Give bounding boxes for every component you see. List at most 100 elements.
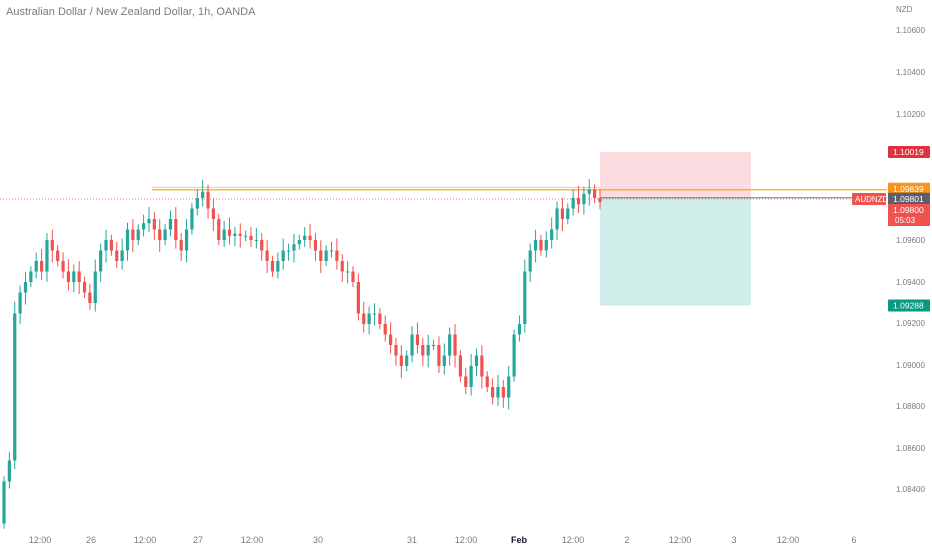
candle-body <box>335 250 339 261</box>
candle-body <box>163 229 167 240</box>
candle-body <box>383 324 387 335</box>
stop-loss-zone[interactable] <box>600 152 751 198</box>
candle-body <box>474 355 479 366</box>
candle-body <box>485 376 489 387</box>
candle-body <box>415 334 420 345</box>
candle-body <box>174 219 178 240</box>
candle-body <box>109 240 113 251</box>
price-label-bg <box>888 146 930 159</box>
candle-body <box>211 208 216 219</box>
countdown-text: 05:03 <box>895 216 916 225</box>
x-tick-label: 12:00 <box>241 535 264 545</box>
candle-body <box>270 261 275 272</box>
candle-body <box>227 229 232 236</box>
candle-body <box>158 229 162 240</box>
price-label-text: 1.09288 <box>893 301 924 311</box>
candle-body <box>399 355 403 366</box>
candle-body <box>362 313 366 324</box>
candle-body <box>265 250 269 261</box>
candle-body <box>125 229 130 251</box>
candle-body <box>120 250 124 261</box>
candle-body <box>286 250 291 252</box>
price-label-bg <box>888 192 930 205</box>
candle-body <box>82 282 87 293</box>
y-tick-label: 1.08600 <box>896 444 925 453</box>
candle-body <box>45 240 49 272</box>
candle-body <box>297 240 301 245</box>
candle-body <box>244 235 248 237</box>
candle-body <box>356 282 360 314</box>
candle-body <box>507 376 511 398</box>
y-tick-label: 1.08800 <box>896 402 925 411</box>
candle-body <box>576 198 581 205</box>
candle-body <box>77 271 81 282</box>
x-tick-label: 12:00 <box>562 535 585 545</box>
candle-body <box>528 250 532 272</box>
candle-body <box>442 355 446 366</box>
candle-body <box>539 240 543 251</box>
candle-body <box>142 223 146 230</box>
candle-body <box>13 313 17 461</box>
candle-body <box>206 191 210 209</box>
candle-body <box>217 219 221 240</box>
candle-body <box>501 387 505 398</box>
x-tick-label: 12:00 <box>134 535 157 545</box>
candle-body <box>533 240 538 251</box>
x-tick-label: 31 <box>407 535 417 545</box>
x-tick-label: 12:00 <box>455 535 478 545</box>
candle-body <box>136 229 140 240</box>
candle-body <box>523 271 527 324</box>
candle-body <box>168 219 173 230</box>
y-tick-label: 1.10200 <box>896 110 925 119</box>
candle-body <box>566 208 570 219</box>
candle-body <box>598 198 602 203</box>
symbol-tag-bg <box>852 193 886 205</box>
candle-body <box>152 219 156 230</box>
candle-body <box>34 261 38 272</box>
x-axis: 12:00 26 12:00 27 12:00 30 31 12:00 Feb 12:00 2 12:… <box>29 535 857 545</box>
candle-body <box>587 189 591 194</box>
candle-body <box>18 292 22 314</box>
candle-body <box>437 345 441 366</box>
candle-body <box>367 313 371 324</box>
candle-body <box>496 387 500 398</box>
candle-body <box>453 334 457 356</box>
candle-body <box>201 191 205 198</box>
candle-body <box>104 240 108 251</box>
candle-body <box>458 355 462 377</box>
price-label-bg <box>888 182 930 195</box>
candle-body <box>410 334 414 356</box>
candle-body <box>464 376 468 387</box>
candle-body <box>313 240 318 251</box>
candle-body <box>372 313 377 315</box>
candle-body <box>517 324 522 335</box>
candle-body <box>329 250 334 252</box>
candle-body <box>179 240 183 251</box>
candle-body <box>394 345 398 356</box>
candle-body <box>388 334 393 345</box>
y-tick-label: 1.09600 <box>896 236 925 245</box>
candle-body <box>72 271 76 282</box>
candle-body <box>550 229 554 240</box>
candle-body <box>115 250 119 261</box>
candle-body <box>319 250 323 261</box>
symbol-tag-text: AUDNZD <box>855 195 889 204</box>
candle-body <box>571 198 575 209</box>
x-tick-label: 3 <box>731 535 736 545</box>
candle-body <box>426 345 430 356</box>
position-zones[interactable] <box>600 152 751 306</box>
y-tick-label: 1.09200 <box>896 319 925 328</box>
y-tick-label: 1.09400 <box>896 278 925 287</box>
candle-body <box>340 261 344 272</box>
take-profit-zone[interactable] <box>600 197 751 306</box>
candle-body <box>99 250 103 272</box>
y-tick-label: 1.09000 <box>896 361 925 370</box>
horizontal-line-layer[interactable] <box>152 186 887 199</box>
candle-body <box>512 334 516 377</box>
candle-body <box>421 345 425 356</box>
candle-body <box>544 240 548 251</box>
candle-body <box>491 387 495 398</box>
candle-body <box>480 355 484 377</box>
